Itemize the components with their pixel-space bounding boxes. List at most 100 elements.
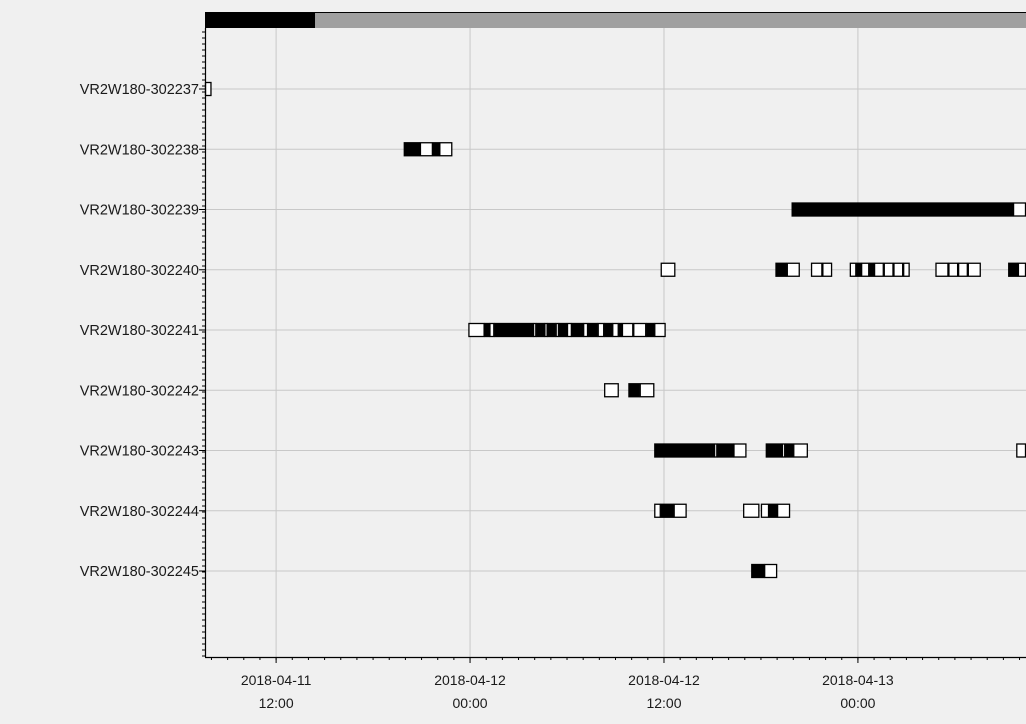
- detection-bar[interactable]: [566, 322, 573, 338]
- detection-bar[interactable]: [204, 81, 212, 97]
- detection-bar[interactable]: [760, 503, 770, 518]
- detection-bar[interactable]: [494, 322, 534, 338]
- detection-bar[interactable]: [893, 262, 904, 277]
- receiver-label: VR2W180-302245: [80, 564, 199, 580]
- receiver-label: VR2W180-302239: [80, 203, 199, 219]
- detection-bar[interactable]: [547, 322, 556, 338]
- detection-bar[interactable]: [660, 503, 674, 518]
- detection-bar[interactable]: [660, 262, 676, 277]
- detection-bar[interactable]: [873, 262, 884, 277]
- detection-bar[interactable]: [822, 262, 833, 277]
- detection-bar[interactable]: [604, 322, 613, 338]
- detection-bar[interactable]: [775, 262, 787, 277]
- detection-bar[interactable]: [654, 443, 715, 458]
- scrollbar-thumb[interactable]: [205, 12, 316, 28]
- detection-bar[interactable]: [654, 503, 661, 518]
- detection-bar[interactable]: [957, 262, 968, 277]
- detection-bar[interactable]: [869, 262, 875, 277]
- horizontal-scrollbar[interactable]: [205, 12, 1026, 28]
- detection-bar[interactable]: [781, 443, 786, 458]
- detection-bar[interactable]: [903, 262, 910, 277]
- detection-bar[interactable]: [849, 262, 857, 277]
- detection-bar[interactable]: [489, 322, 495, 338]
- detection-bar[interactable]: [604, 383, 619, 398]
- receiver-detections: [204, 81, 212, 97]
- detection-bar[interactable]: [856, 262, 862, 277]
- detection-bar[interactable]: [1016, 443, 1026, 458]
- receiver-detections: [604, 383, 655, 398]
- scrollbar-track[interactable]: [205, 12, 1026, 28]
- receiver-detections: [791, 202, 1026, 217]
- detection-bar[interactable]: [654, 322, 666, 338]
- receiver-detections: [468, 322, 666, 338]
- detection-bar[interactable]: [883, 262, 894, 277]
- detection-bar[interactable]: [935, 262, 949, 277]
- x-tick-date: 2018-04-13: [822, 672, 894, 688]
- receiver-label: VR2W180-302240: [80, 263, 199, 279]
- detection-bar[interactable]: [618, 322, 623, 338]
- detection-bar[interactable]: [717, 443, 734, 458]
- detection-bar[interactable]: [597, 322, 605, 338]
- detection-bar[interactable]: [484, 322, 490, 338]
- receiver-detections: [660, 262, 1026, 277]
- receiver-label: VR2W180-302238: [80, 142, 199, 158]
- detection-bar[interactable]: [810, 262, 823, 277]
- detection-bar[interactable]: [673, 503, 687, 518]
- axes: [199, 28, 1026, 663]
- detection-bar[interactable]: [639, 383, 655, 398]
- x-tick-time: 00:00: [453, 695, 488, 711]
- detection-bar[interactable]: [785, 443, 794, 458]
- detection-bar[interactable]: [786, 262, 800, 277]
- x-tick-label: 2018-04-11 12:00: [241, 672, 312, 711]
- detection-bar[interactable]: [439, 142, 453, 157]
- detection-bar[interactable]: [536, 322, 545, 338]
- detection-bar[interactable]: [646, 322, 655, 338]
- grid: [205, 28, 1026, 657]
- detection-bar[interactable]: [764, 563, 778, 579]
- x-tick-date: 2018-04-12: [434, 672, 506, 688]
- detection-bar[interactable]: [587, 322, 598, 338]
- detection-bar[interactable]: [419, 142, 434, 157]
- detection-bar[interactable]: [948, 262, 959, 277]
- detection-bar[interactable]: [571, 322, 584, 338]
- receiver-detections: [654, 503, 791, 518]
- detection-bar[interactable]: [793, 443, 808, 458]
- detection-bar[interactable]: [861, 262, 870, 277]
- x-tick-date: 2018-04-12: [628, 672, 700, 688]
- detection-bar[interactable]: [1012, 202, 1026, 217]
- detection-bar[interactable]: [967, 262, 981, 277]
- detection-bar[interactable]: [468, 322, 485, 338]
- detection-bar[interactable]: [633, 322, 647, 338]
- detection-bar[interactable]: [432, 142, 440, 157]
- detection-bar[interactable]: [791, 202, 1014, 217]
- detection-bar[interactable]: [403, 142, 421, 157]
- x-tick-label: 2018-04-13 00:00: [822, 672, 894, 711]
- x-tick-time: 12:00: [646, 695, 681, 711]
- detection-bar[interactable]: [776, 503, 791, 518]
- detection-bar[interactable]: [1008, 262, 1019, 277]
- receiver-detections: [654, 443, 1026, 458]
- detection-bar[interactable]: [544, 322, 548, 338]
- detection-bar[interactable]: [743, 503, 760, 518]
- detection-bar[interactable]: [612, 322, 619, 338]
- detection-bar[interactable]: [628, 383, 640, 398]
- receiver-label: VR2W180-302242: [80, 383, 199, 399]
- receiver-label: VR2W180-302243: [80, 444, 199, 460]
- x-tick-label: 2018-04-12 12:00: [628, 672, 700, 711]
- detection-bar[interactable]: [621, 322, 634, 338]
- detection-bar[interactable]: [532, 322, 537, 338]
- receiver-label: VR2W180-302237: [80, 82, 199, 98]
- detection-bar[interactable]: [733, 443, 747, 458]
- detection-bar[interactable]: [713, 443, 718, 458]
- receiver-axis: VR2W180-302237 VR2W180-302238 VR2W180-3022…: [80, 82, 199, 580]
- detection-bar[interactable]: [583, 322, 589, 338]
- detection-bar[interactable]: [765, 443, 783, 458]
- detection-bar[interactable]: [558, 322, 568, 338]
- detection-bar[interactable]: [555, 322, 560, 338]
- detection-bars: [204, 81, 1026, 579]
- detection-bar[interactable]: [1017, 262, 1026, 277]
- detection-bar[interactable]: [751, 563, 765, 579]
- detection-bar[interactable]: [768, 503, 778, 518]
